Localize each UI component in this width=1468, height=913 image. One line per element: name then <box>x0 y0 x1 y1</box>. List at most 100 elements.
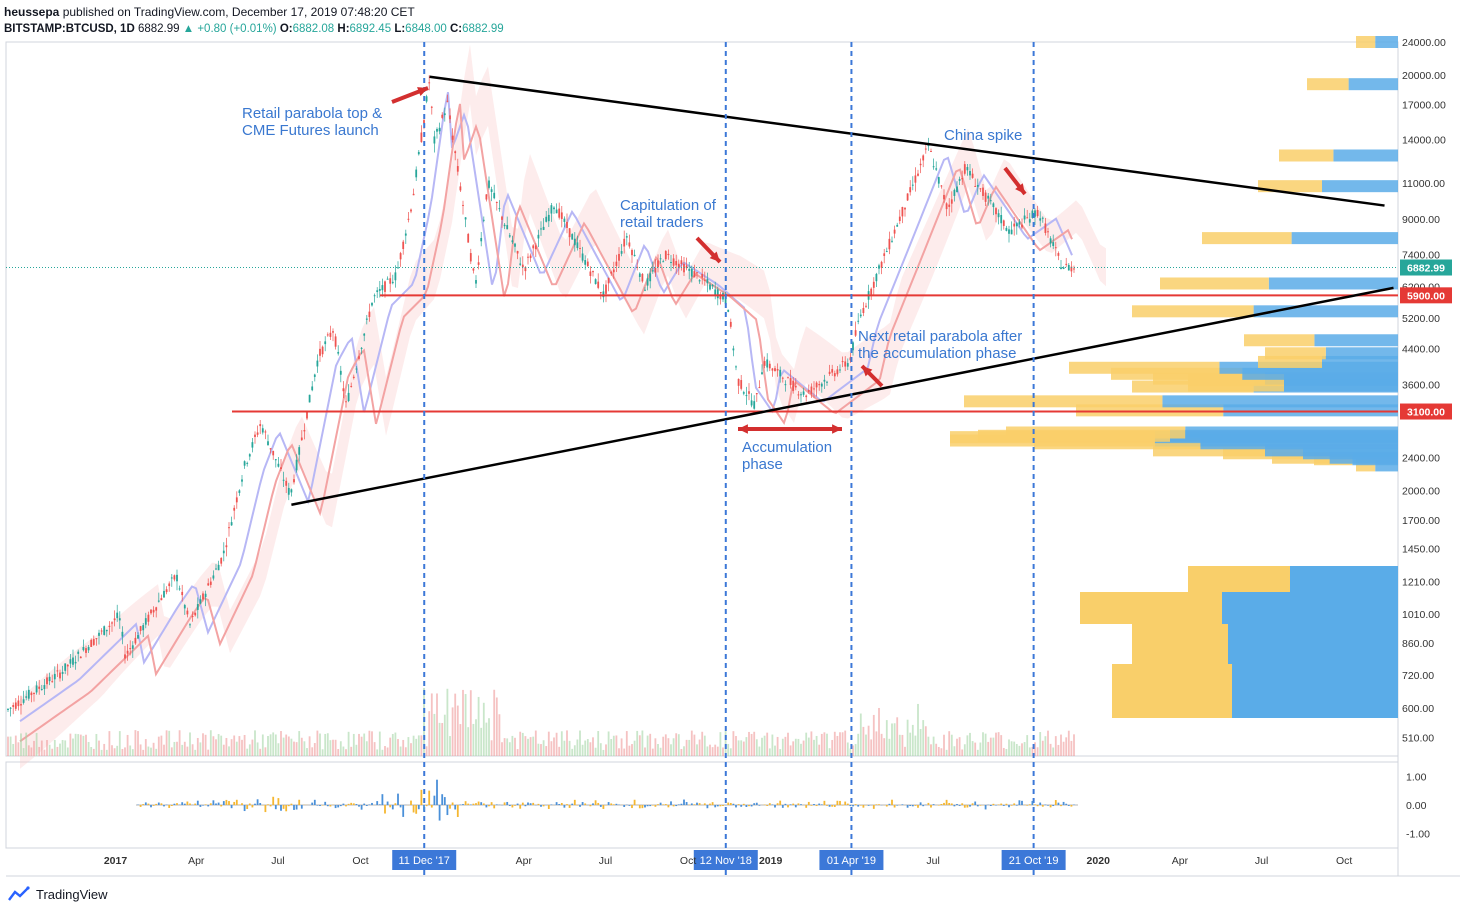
oscillator-bar <box>867 805 870 806</box>
oscillator-bar <box>472 803 475 805</box>
volume-profile-down-bar <box>1112 664 1232 718</box>
oscillator-bar <box>901 804 904 805</box>
candle-body <box>807 390 810 392</box>
candle-body <box>911 184 914 186</box>
candle-body <box>654 267 657 273</box>
price-tick-label: 1210.00 <box>1402 576 1440 588</box>
oscillator-bar <box>199 805 202 807</box>
candle-body <box>586 261 589 267</box>
candle-body <box>1054 247 1057 249</box>
candle-body <box>638 273 641 278</box>
volume-bar <box>878 707 880 756</box>
volume-bar <box>480 727 483 756</box>
oscillator-bar <box>750 805 753 807</box>
candle-body <box>664 251 667 260</box>
volume-bar <box>490 740 493 756</box>
candle-body <box>612 269 615 273</box>
volume-bar <box>329 740 332 756</box>
candle-body <box>251 442 254 448</box>
volume-bar <box>800 743 802 756</box>
author-name[interactable]: heussepa <box>4 5 60 19</box>
candle-body <box>599 292 602 294</box>
candle-body <box>152 609 155 613</box>
oscillator-bar <box>719 805 722 807</box>
oscillator-bar <box>714 805 717 808</box>
candle-body <box>924 148 927 150</box>
symbol-label[interactable]: BITSTAMP:BTCUSD, 1D <box>4 23 135 35</box>
tradingview-footer[interactable]: TradingView <box>8 884 108 904</box>
candle-body <box>805 395 808 398</box>
candle-body <box>896 224 899 227</box>
candle-body <box>823 379 826 382</box>
annotation-text: retail traders <box>620 214 703 231</box>
volume-bar <box>989 737 992 756</box>
volume-bar <box>204 734 207 756</box>
candle-body <box>1049 238 1052 244</box>
volume-profile-down-bar <box>1160 277 1269 290</box>
volume-bar <box>56 746 59 756</box>
volume-bar <box>254 730 256 756</box>
oscillator-bar <box>797 803 800 805</box>
oscillator-bar <box>911 805 914 807</box>
volume-bar <box>550 741 553 756</box>
candle-body <box>480 237 483 242</box>
candle-body <box>337 351 340 354</box>
candle-body <box>246 462 249 464</box>
candle-body <box>514 243 516 247</box>
volume-bar <box>584 740 587 756</box>
candle-body <box>235 497 238 503</box>
oscillator-bar <box>176 803 178 805</box>
volume-bar <box>852 745 854 756</box>
volume-bar <box>347 731 350 756</box>
volume-bar <box>766 732 769 756</box>
candle-body <box>685 265 688 269</box>
oscillator-bar <box>888 803 891 805</box>
volume-bar <box>706 746 709 756</box>
volume-bar <box>191 744 194 756</box>
oscillator-tick-label: -1.00 <box>1406 829 1430 841</box>
candle-body <box>217 564 220 571</box>
candle-body <box>33 693 35 695</box>
volume-bar <box>1047 730 1049 756</box>
volume-bar <box>43 749 46 756</box>
price-tick-label: 5200.00 <box>1402 313 1440 325</box>
oscillator-bar <box>698 803 701 805</box>
descending-trendline[interactable] <box>429 75 1385 207</box>
candle-body <box>969 171 971 176</box>
candle-body <box>815 382 818 388</box>
candle-body <box>64 663 67 671</box>
oscillator-bar <box>792 803 795 805</box>
candle-body <box>534 245 537 250</box>
candle-body <box>1005 227 1008 231</box>
volume-bar <box>1054 736 1057 756</box>
volume-bar <box>456 705 459 756</box>
oscillator-bar <box>399 805 402 808</box>
oscillator-bar <box>781 805 784 808</box>
oscillator-bar <box>540 805 542 807</box>
annotation-text: phase <box>742 456 783 473</box>
candle-body <box>706 279 709 284</box>
ascending-trendline[interactable] <box>291 286 1394 506</box>
volume-bar <box>846 742 849 756</box>
oscillator-bar <box>859 805 862 806</box>
price-change: +0.80 (+0.01%) <box>197 23 277 35</box>
oscillator-bar <box>378 804 381 805</box>
volume-bar <box>540 744 542 756</box>
candle-body <box>989 200 992 202</box>
volume-bar <box>287 736 290 756</box>
candle-body <box>724 295 727 304</box>
oscillator-bar <box>386 801 389 805</box>
candle-body <box>748 391 750 394</box>
volume-bar <box>157 736 160 756</box>
candle-body <box>137 635 139 639</box>
volume-bar <box>225 737 228 756</box>
volume-bar <box>974 742 977 756</box>
candle-body <box>529 255 532 259</box>
event-date-label: 21 Oct '19 <box>1009 855 1059 867</box>
candle-body <box>607 277 610 284</box>
oscillator-bar <box>927 802 930 805</box>
candle-body <box>568 228 571 238</box>
oscillator-bar <box>945 799 948 805</box>
oscillator-bar <box>503 802 506 805</box>
